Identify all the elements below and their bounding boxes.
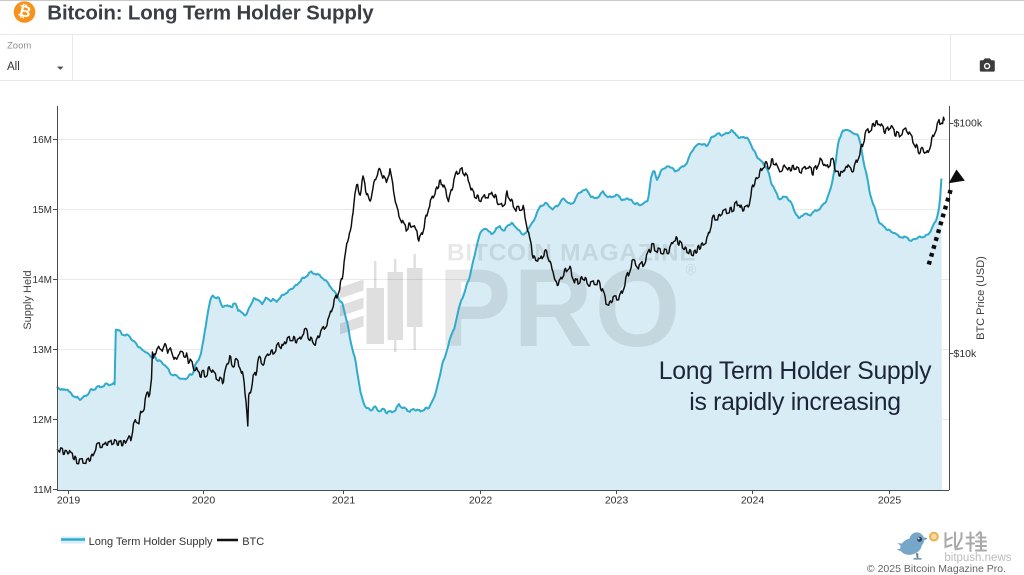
- svg-text:Supply Held: Supply Held: [22, 270, 34, 329]
- svg-text:2021: 2021: [332, 495, 356, 507]
- svg-text:2025: 2025: [878, 495, 902, 507]
- svg-text:Bitcoin: Long Term Holder Supp: Bitcoin: Long Term Holder Supply: [47, 2, 374, 25]
- svg-text:16M: 16M: [33, 135, 52, 146]
- svg-text:is rapidly increasing: is rapidly increasing: [689, 389, 900, 416]
- svg-text:₿: ₿: [16, 2, 32, 22]
- svg-text:BTC: BTC: [242, 536, 264, 548]
- svg-text:11M: 11M: [33, 485, 52, 496]
- svg-text:®: ®: [686, 263, 697, 279]
- svg-text:bitpush.news: bitpush.news: [944, 552, 1011, 564]
- svg-text:© 2025 Bitcoin Magazine Pro.: © 2025 Bitcoin Magazine Pro.: [867, 563, 1006, 575]
- svg-text:2023: 2023: [605, 495, 629, 507]
- svg-text:Zoom: Zoom: [7, 40, 31, 51]
- svg-text:14M: 14M: [33, 275, 52, 286]
- svg-text:2020: 2020: [192, 495, 216, 507]
- svg-text:$100k: $100k: [954, 118, 983, 130]
- svg-text:13M: 13M: [33, 345, 52, 356]
- svg-text:2022: 2022: [469, 495, 493, 507]
- svg-text:2019: 2019: [57, 495, 81, 507]
- svg-text:Long Term Holder Supply: Long Term Holder Supply: [659, 358, 932, 385]
- svg-text:BTC Price (USD): BTC Price (USD): [975, 256, 987, 340]
- svg-text:15M: 15M: [33, 205, 52, 216]
- svg-text:Long Term Holder Supply: Long Term Holder Supply: [89, 536, 213, 548]
- svg-text:All: All: [7, 61, 20, 73]
- svg-text:PRO: PRO: [438, 247, 682, 370]
- svg-text:2024: 2024: [741, 495, 765, 507]
- svg-text:$10k: $10k: [954, 348, 978, 360]
- svg-text:12M: 12M: [33, 415, 52, 426]
